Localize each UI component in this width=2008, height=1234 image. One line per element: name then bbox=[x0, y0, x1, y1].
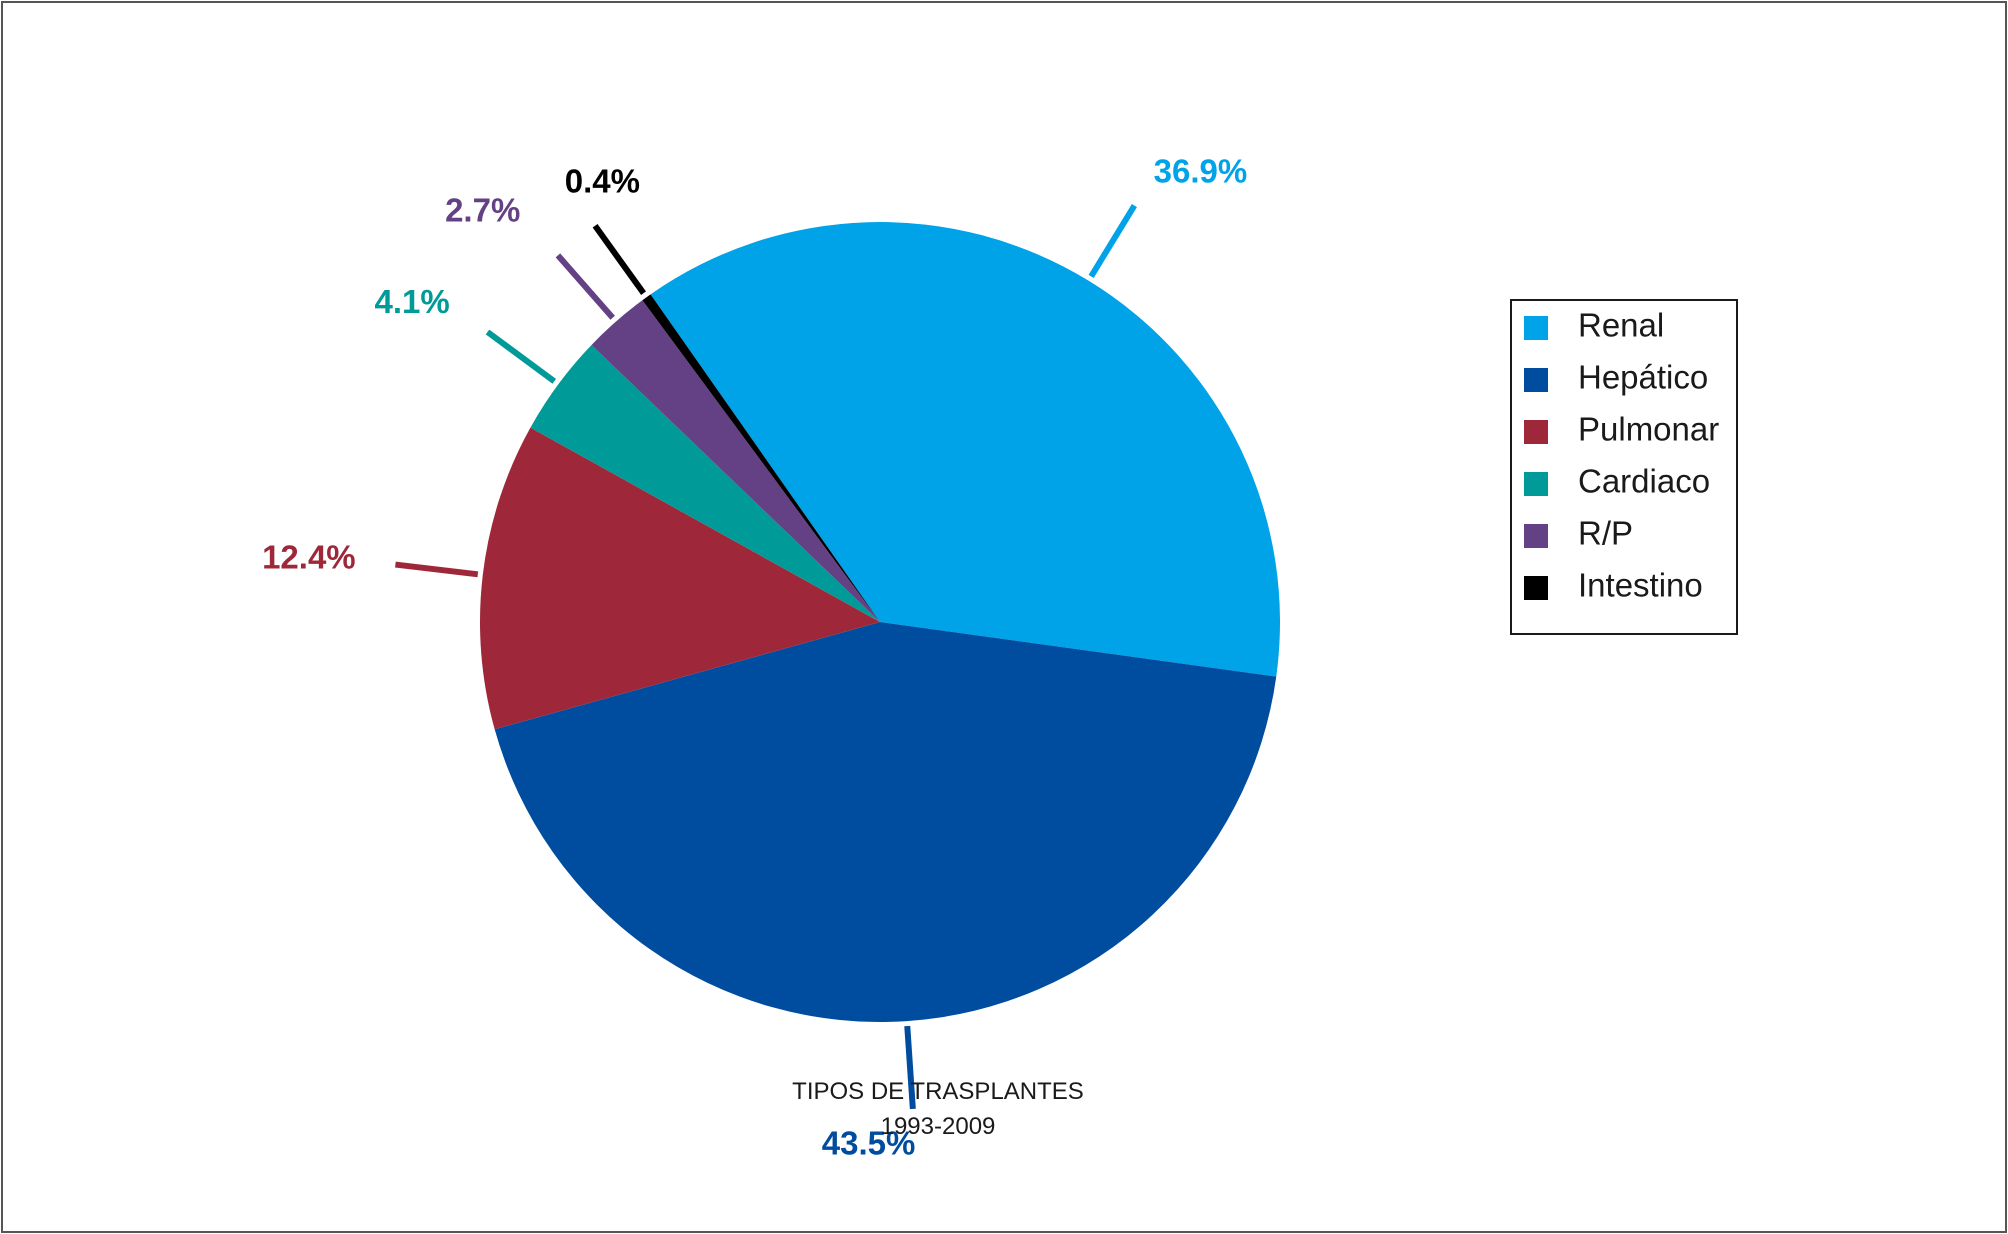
pie-chart: 36.9% 43.5% 12.4% 4.1% 2.7% 0.4% Renal Hepátic… bbox=[262, 153, 1738, 1162]
legend-label: Intestino bbox=[1578, 567, 1703, 604]
legend-swatch bbox=[1524, 576, 1548, 600]
leader-line bbox=[904, 1025, 916, 1110]
pie-slices bbox=[480, 221, 1280, 1022]
legend-label: R/P bbox=[1578, 515, 1633, 552]
legend: Renal Hepático Pulmonar Cardiaco R/P Intestin… bbox=[1510, 299, 1738, 635]
slice-label: 36.9% bbox=[1154, 153, 1248, 190]
pie-slice-cardiaco bbox=[530, 344, 880, 622]
leader-line bbox=[1088, 203, 1137, 278]
legend-swatch bbox=[1524, 524, 1548, 548]
legend-swatch bbox=[1524, 368, 1548, 392]
leader-line bbox=[395, 561, 479, 578]
leader-line bbox=[555, 253, 615, 320]
legend-label: Renal bbox=[1578, 307, 1664, 344]
pie-slice-hep-tico bbox=[494, 622, 1277, 1022]
chart-caption: TIPOS DE TRASPLANTES 1993-2009 bbox=[792, 1078, 1084, 1140]
legend-label: Hepático bbox=[1578, 359, 1708, 396]
legend-label: Pulmonar bbox=[1578, 411, 1719, 448]
leader-line bbox=[592, 224, 646, 295]
legend-swatch bbox=[1524, 316, 1548, 340]
legend-swatch bbox=[1524, 420, 1548, 444]
slice-label: 2.7% bbox=[445, 191, 520, 228]
slice-label: 0.4% bbox=[565, 162, 640, 199]
pie-slice-intestino bbox=[642, 294, 880, 622]
legend-swatch bbox=[1524, 472, 1548, 496]
chart-subtitle: 1993-2009 bbox=[881, 1113, 996, 1140]
slice-label: 4.1% bbox=[374, 283, 449, 320]
legend-box bbox=[1510, 299, 1738, 635]
pie-slice-r-p bbox=[591, 300, 880, 622]
pie-slice-renal bbox=[650, 221, 1280, 677]
legend-label: Cardiaco bbox=[1578, 463, 1710, 500]
legend-items: Renal Hepático Pulmonar Cardiaco R/P Intestin… bbox=[1524, 307, 1719, 604]
slice-labels: 36.9% 43.5% 12.4% 4.1% 2.7% 0.4% bbox=[262, 153, 1247, 1162]
slice-label: 43.5% bbox=[822, 1125, 916, 1162]
pie-slice-pulmonar bbox=[480, 427, 880, 730]
chart-title: TIPOS DE TRASPLANTES bbox=[792, 1078, 1084, 1105]
slice-label: 12.4% bbox=[262, 539, 356, 576]
leader-line bbox=[485, 329, 557, 384]
leader-lines bbox=[395, 203, 1137, 1110]
